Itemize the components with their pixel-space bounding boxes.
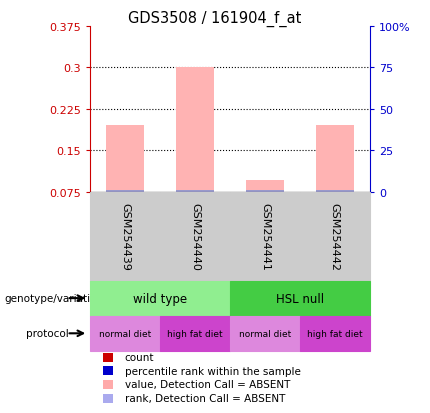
Text: GSM254440: GSM254440 (190, 203, 200, 270)
Bar (176, 68, 214, 192)
Text: GDS3508 / 161904_f_at: GDS3508 / 161904_f_at (128, 10, 302, 26)
Text: percentile rank within the sample: percentile rank within the sample (125, 366, 301, 376)
Text: normal diet: normal diet (99, 329, 151, 338)
Bar (106, 126, 144, 192)
Text: HSL null: HSL null (276, 292, 324, 305)
Bar (316, 190, 354, 192)
Text: genotype/variation: genotype/variation (4, 293, 104, 304)
Text: count: count (125, 352, 154, 362)
Text: rank, Detection Call = ABSENT: rank, Detection Call = ABSENT (125, 393, 285, 403)
Text: value, Detection Call = ABSENT: value, Detection Call = ABSENT (125, 380, 290, 389)
Text: GSM254439: GSM254439 (120, 203, 130, 270)
Bar (246, 190, 284, 192)
Text: GSM254442: GSM254442 (330, 202, 340, 271)
Text: normal diet: normal diet (239, 329, 291, 338)
Bar (176, 190, 214, 192)
Text: high fat diet: high fat diet (167, 329, 223, 338)
Bar (316, 126, 354, 192)
Bar (246, 181, 284, 192)
Text: wild type: wild type (133, 292, 187, 305)
Text: protocol: protocol (26, 328, 68, 339)
Text: high fat diet: high fat diet (307, 329, 362, 338)
Text: GSM254441: GSM254441 (260, 203, 270, 270)
Bar (106, 190, 144, 192)
